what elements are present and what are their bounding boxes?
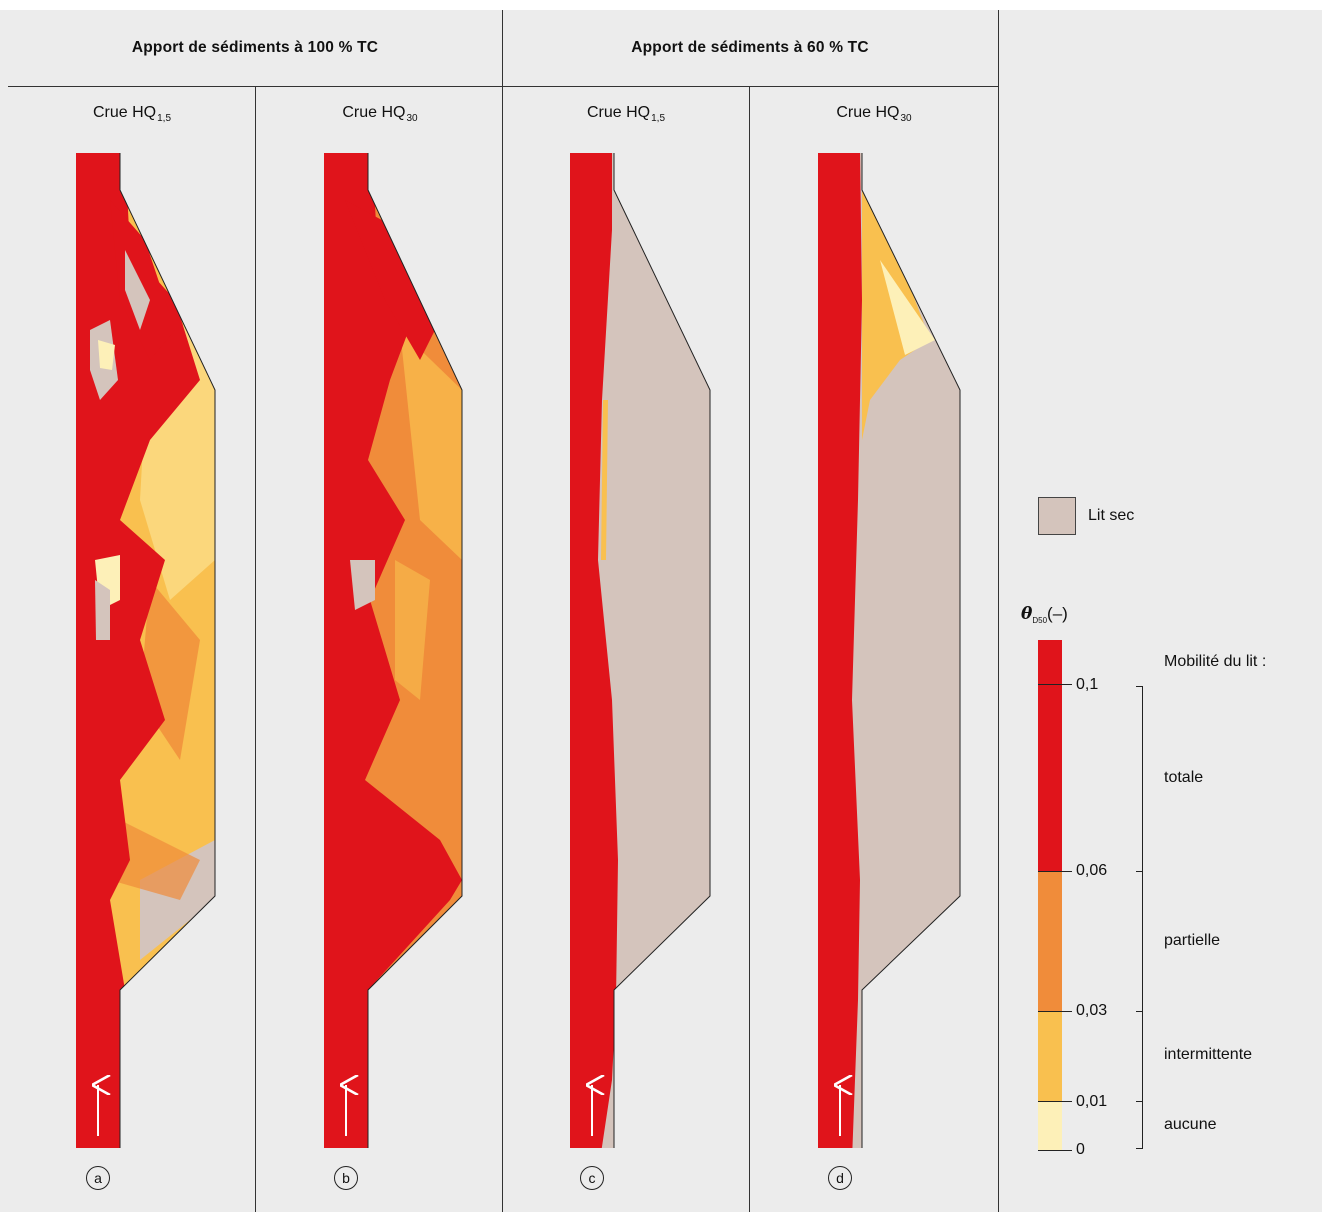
tick-label-0: 0: [1076, 1141, 1085, 1158]
bracket-tick-0-03: [1136, 1011, 1143, 1012]
mobility-partial: partielle: [1164, 932, 1221, 949]
group-divider: [502, 10, 503, 1212]
colorbar-intermittent: [1038, 1012, 1062, 1102]
tick-label-0-03: 0,03: [1076, 1002, 1108, 1019]
column-title-c: Crue HQ1,5: [586, 104, 666, 124]
theta-label: θD50(–): [1021, 604, 1068, 625]
panel-label-d: d: [828, 1166, 852, 1190]
tick-0-06: [1038, 871, 1072, 872]
mobility-title: Mobilité du lit :: [1164, 653, 1267, 670]
map-b: [324, 153, 462, 1148]
map-c: [570, 153, 710, 1148]
panel-label-b: b: [334, 1166, 358, 1190]
column-divider-2: [749, 86, 750, 1212]
dry-bed-swatch: [1038, 497, 1076, 535]
colorbar-total: [1038, 640, 1062, 872]
bracket-tick-0: [1136, 1148, 1143, 1149]
map-d: [818, 153, 960, 1148]
mobility-total: totale: [1164, 769, 1204, 786]
mobility-none: aucune: [1164, 1116, 1217, 1133]
panel-label-c: c: [580, 1166, 604, 1190]
mobility-bracket: [1142, 686, 1143, 1148]
group-header-100: Apport de sédiments à 100 % TC: [131, 39, 379, 56]
tick-0-1: [1038, 684, 1072, 685]
legend-divider: [998, 10, 999, 1212]
tick-label-0-1: 0,1: [1076, 676, 1099, 693]
channel-maps: [76, 153, 961, 1148]
column-title-b: Crue HQ30: [342, 104, 418, 124]
header-divider: [8, 86, 998, 87]
map-a: [76, 153, 215, 1148]
tick-0-01: [1038, 1101, 1072, 1102]
bracket-tick-0-01: [1136, 1101, 1143, 1102]
tick-0-03: [1038, 1011, 1072, 1012]
tick-label-0-06: 0,06: [1076, 862, 1108, 879]
group-header-60: Apport de sédiments à 60 % TC: [631, 39, 869, 56]
tick-label-0-01: 0,01: [1076, 1093, 1108, 1110]
panel-label-a: a: [86, 1166, 110, 1190]
colorbar-none: [1038, 1102, 1062, 1150]
bracket-tick-0-1: [1136, 686, 1143, 687]
colorbar-partial: [1038, 872, 1062, 1012]
tick-0: [1038, 1150, 1072, 1151]
column-divider-1: [255, 86, 256, 1212]
bracket-tick-0-06: [1136, 871, 1143, 872]
column-title-a: Crue HQ1,5: [92, 104, 172, 124]
mobility-intermittent: intermittente: [1164, 1046, 1253, 1063]
column-title-d: Crue HQ30: [836, 104, 912, 124]
dry-bed-label: Lit sec: [1088, 507, 1135, 524]
